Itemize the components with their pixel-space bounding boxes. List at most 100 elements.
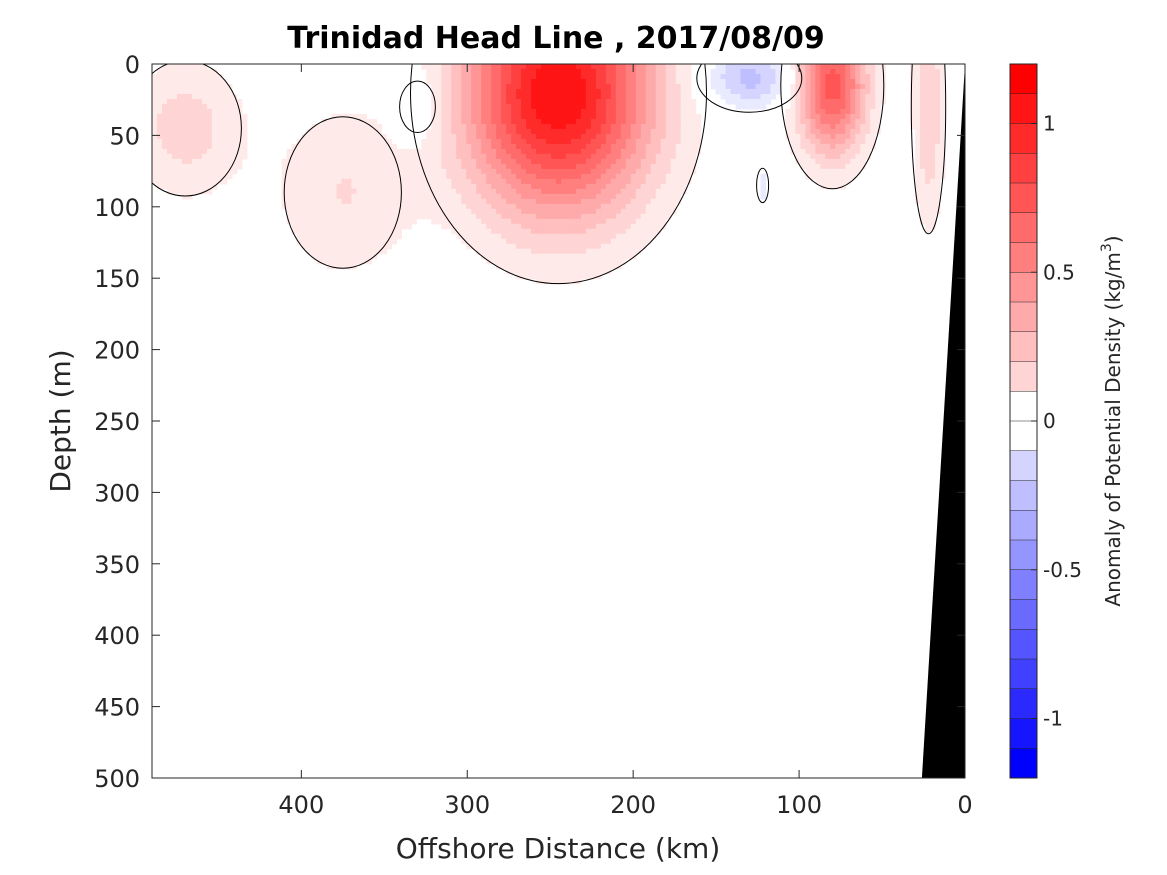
field-cell <box>536 253 542 260</box>
field-cell <box>471 203 477 210</box>
field-cell <box>875 93 881 100</box>
field-cell <box>426 173 432 180</box>
field-cell <box>381 158 388 165</box>
field-cell <box>935 108 941 115</box>
field-cell <box>850 133 856 140</box>
field-cell <box>426 213 432 220</box>
field-cell <box>221 83 228 90</box>
field-cell <box>635 188 642 195</box>
field-cell <box>516 118 522 125</box>
field-cell <box>466 153 472 160</box>
field-cell <box>925 213 931 220</box>
field-cell <box>206 138 213 145</box>
field-cell <box>630 208 637 215</box>
field-cell <box>501 193 507 200</box>
field-cell <box>570 163 577 170</box>
field-cell <box>870 138 876 145</box>
field-cell <box>675 148 682 155</box>
field-cell <box>496 68 502 75</box>
field-cell <box>556 123 562 130</box>
field-cell <box>685 138 692 145</box>
field-cell <box>321 128 328 135</box>
field-cell <box>386 188 393 195</box>
field-cell <box>441 203 447 210</box>
field-cell <box>680 178 687 185</box>
field-cell <box>516 173 522 180</box>
field-cell <box>341 133 348 140</box>
field-cell <box>361 128 368 135</box>
field-cell <box>371 193 378 200</box>
field-cell <box>536 248 542 255</box>
field-cell <box>396 188 402 195</box>
field-cell <box>336 258 343 265</box>
field-cell <box>521 113 527 120</box>
field-cell <box>291 228 298 235</box>
field-cell <box>595 178 602 185</box>
field-cell <box>740 103 747 110</box>
field-cell <box>331 138 338 145</box>
field-cell <box>620 248 627 255</box>
field-cell <box>930 64 936 70</box>
field-cell <box>326 158 333 165</box>
field-cell <box>196 163 203 170</box>
field-cell <box>795 83 802 90</box>
field-cell <box>580 158 587 165</box>
field-cell <box>670 208 677 215</box>
field-cell <box>451 113 457 120</box>
field-cell <box>491 238 497 245</box>
field-cell <box>541 203 547 210</box>
field-cell <box>516 68 522 75</box>
field-cell <box>935 128 941 135</box>
field-cell <box>306 228 313 235</box>
field-cell <box>306 153 313 160</box>
field-cell <box>645 83 652 90</box>
field-cell <box>546 83 552 90</box>
field-cell <box>171 148 178 155</box>
field-cell <box>406 158 412 165</box>
field-cell <box>466 183 472 190</box>
field-cell <box>930 68 936 75</box>
field-cell <box>286 193 293 200</box>
field-cell <box>351 238 358 245</box>
field-cell <box>316 158 323 165</box>
field-cell <box>810 158 816 165</box>
field-cell <box>560 233 567 240</box>
field-cell <box>216 143 223 150</box>
field-cell <box>845 78 851 85</box>
field-cell <box>740 88 747 95</box>
field-cell <box>605 243 612 250</box>
field-cell <box>176 173 183 180</box>
field-cell <box>585 203 592 210</box>
field-cell <box>476 98 482 105</box>
field-cell <box>321 188 328 195</box>
field-cell <box>875 83 881 90</box>
field-cell <box>551 93 557 100</box>
field-cell <box>436 103 442 110</box>
field-cell <box>575 188 582 195</box>
field-cell <box>536 173 542 180</box>
field-cell <box>790 88 797 95</box>
field-cell <box>501 133 507 140</box>
field-cell <box>461 88 467 95</box>
field-cell <box>536 238 542 245</box>
field-cell <box>610 163 617 170</box>
field-cell <box>575 208 582 215</box>
field-cell <box>795 113 802 120</box>
field-cell <box>436 203 442 210</box>
field-cell <box>216 153 223 160</box>
field-cell <box>526 138 532 145</box>
field-cell <box>171 118 178 125</box>
field-cell <box>615 173 622 180</box>
field-cell <box>590 153 597 160</box>
field-cell <box>556 143 562 150</box>
colorbar-tick-label: 0.5 <box>1043 260 1075 284</box>
field-cell <box>446 203 452 210</box>
field-cell <box>511 93 517 100</box>
field-cell <box>456 148 462 155</box>
field-cell <box>745 98 752 105</box>
field-cell <box>321 173 328 180</box>
field-cell <box>915 98 921 105</box>
field-cell <box>291 148 298 155</box>
field-cell <box>401 173 407 180</box>
field-cell <box>625 203 632 210</box>
